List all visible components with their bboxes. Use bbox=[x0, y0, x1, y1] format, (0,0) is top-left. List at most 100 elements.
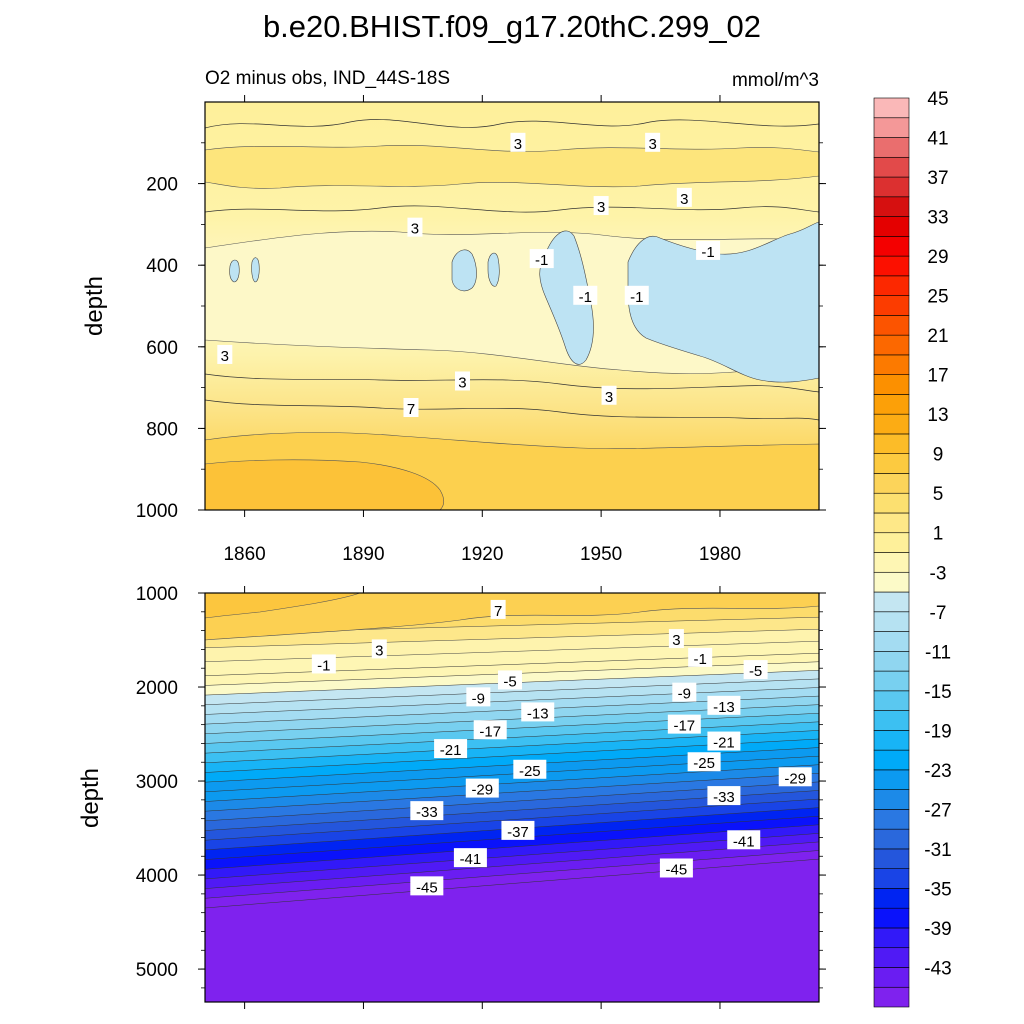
colorbar-box bbox=[873, 295, 910, 316]
colorbar-box bbox=[873, 492, 910, 514]
upper-cold-patch-4 bbox=[487, 252, 500, 287]
contour-label-box bbox=[659, 858, 693, 878]
y-tick-label: 400 bbox=[146, 256, 178, 277]
y-tick-label: 1000 bbox=[136, 501, 178, 522]
lower-warm-wedge bbox=[205, 593, 819, 641]
colorbar-box bbox=[873, 255, 910, 277]
contour-label-box bbox=[410, 876, 444, 896]
colorbar-label: -23 bbox=[924, 761, 951, 782]
contour-label-box bbox=[707, 731, 741, 751]
contour-label-box bbox=[217, 344, 233, 364]
contour-label-box bbox=[667, 714, 701, 734]
colorbar-box bbox=[873, 631, 910, 652]
contour-label-box bbox=[688, 647, 713, 667]
colorbar-box bbox=[873, 334, 910, 356]
contour-label: -5 bbox=[503, 673, 516, 690]
colorbar-label: -19 bbox=[924, 721, 951, 742]
subtitle-right: mmol/m^3 bbox=[732, 70, 819, 91]
contour-label: 3 bbox=[411, 221, 419, 238]
colorbar-box bbox=[873, 591, 910, 613]
colorbar-label: 9 bbox=[933, 445, 944, 466]
colorbar-box bbox=[873, 907, 910, 929]
colorbar-box bbox=[873, 670, 910, 692]
colorbar-label: 17 bbox=[927, 366, 948, 387]
contour-label-box bbox=[434, 739, 468, 759]
x-tick-label: 1860 bbox=[223, 544, 265, 565]
contour-label: -25 bbox=[693, 755, 715, 772]
colorbar-box bbox=[873, 97, 910, 119]
colorbar-box bbox=[873, 374, 910, 395]
lower-frame bbox=[204, 592, 820, 1003]
lower-warm-core bbox=[205, 593, 361, 619]
contour-label: -9 bbox=[472, 690, 485, 707]
y-tick-label: 5000 bbox=[136, 960, 178, 981]
colorbar-label: -11 bbox=[925, 642, 951, 663]
contour-label-box bbox=[778, 767, 812, 787]
colorbar-label: 13 bbox=[927, 405, 948, 426]
contour-label: 3 bbox=[597, 199, 605, 216]
contour-label: -1 bbox=[535, 252, 548, 269]
contour-label: -9 bbox=[678, 686, 691, 703]
colorbar-box bbox=[873, 848, 910, 869]
colorbar-box bbox=[873, 967, 910, 988]
contour-label-box bbox=[593, 196, 609, 216]
y-tick-label: 200 bbox=[146, 175, 178, 196]
contour-label: 3 bbox=[458, 374, 466, 391]
colorbar-box bbox=[873, 137, 910, 158]
contour-label-box bbox=[573, 285, 598, 305]
contour-label: -21 bbox=[440, 742, 462, 759]
contour-label: -5 bbox=[749, 663, 762, 680]
contour-label: -29 bbox=[471, 782, 493, 799]
colorbar-label: -43 bbox=[924, 958, 951, 979]
colorbar-label: 1 bbox=[933, 524, 944, 545]
upper-cold-patch-2 bbox=[627, 221, 819, 383]
colorbar-box bbox=[873, 354, 910, 375]
contour-label: -17 bbox=[479, 723, 501, 740]
contour-label: -37 bbox=[507, 824, 529, 841]
upper-contour-labels: 3 3 3 3 3 -1 -1 -1 -1 3 3 7 3 bbox=[217, 132, 721, 418]
colorbar-box bbox=[873, 413, 910, 435]
colorbar-box bbox=[873, 552, 910, 573]
contour-label-box bbox=[727, 830, 761, 850]
colorbar-box bbox=[873, 690, 910, 711]
contour-label-box bbox=[403, 398, 419, 417]
colorbar-box bbox=[873, 730, 910, 751]
contour-label: 3 bbox=[605, 389, 613, 406]
contour-label: -1 bbox=[630, 289, 643, 306]
colorbar-box bbox=[873, 749, 910, 771]
contour-label: 3 bbox=[648, 136, 656, 153]
contour-label: -1 bbox=[701, 244, 714, 261]
colorbar-box bbox=[873, 651, 910, 672]
y-tick-label: 1000 bbox=[136, 584, 178, 605]
colorbar-box bbox=[873, 927, 910, 949]
colorbar-label: -7 bbox=[930, 603, 947, 624]
contour-label-box bbox=[676, 187, 692, 207]
colorbar-label: -39 bbox=[924, 919, 951, 940]
upper-x-tick-labels: 1860 1890 1920 1950 1980 bbox=[223, 544, 741, 565]
colorbar-box bbox=[873, 710, 910, 731]
colorbar-box bbox=[873, 453, 910, 474]
upper-ticks bbox=[198, 95, 826, 517]
colorbar-label: 45 bbox=[927, 89, 948, 110]
upper-deep-core bbox=[205, 459, 445, 510]
colorbar-box bbox=[873, 868, 910, 889]
contour-label-box bbox=[668, 629, 684, 649]
contour-label-box bbox=[707, 695, 741, 715]
x-tick-label: 1980 bbox=[699, 544, 741, 565]
upper-contour-d bbox=[205, 399, 819, 421]
colorbar-box bbox=[873, 947, 910, 968]
colorbar-box bbox=[873, 117, 910, 138]
contour-label: -17 bbox=[673, 718, 695, 735]
contour-label-box bbox=[371, 639, 387, 659]
contour-label-box bbox=[624, 285, 649, 305]
contour-label-box bbox=[454, 371, 470, 391]
colorbar-box bbox=[873, 611, 910, 632]
contour-label-box bbox=[501, 820, 535, 840]
contour-label-box bbox=[687, 752, 721, 772]
contour-label-box bbox=[521, 702, 555, 722]
lower-y-axis-label: depth bbox=[77, 768, 104, 828]
y-tick-label: 800 bbox=[146, 419, 178, 440]
colorbar-label: -35 bbox=[924, 879, 951, 900]
contour-label-box bbox=[490, 599, 506, 619]
upper-cold-patch-5 bbox=[229, 259, 240, 283]
